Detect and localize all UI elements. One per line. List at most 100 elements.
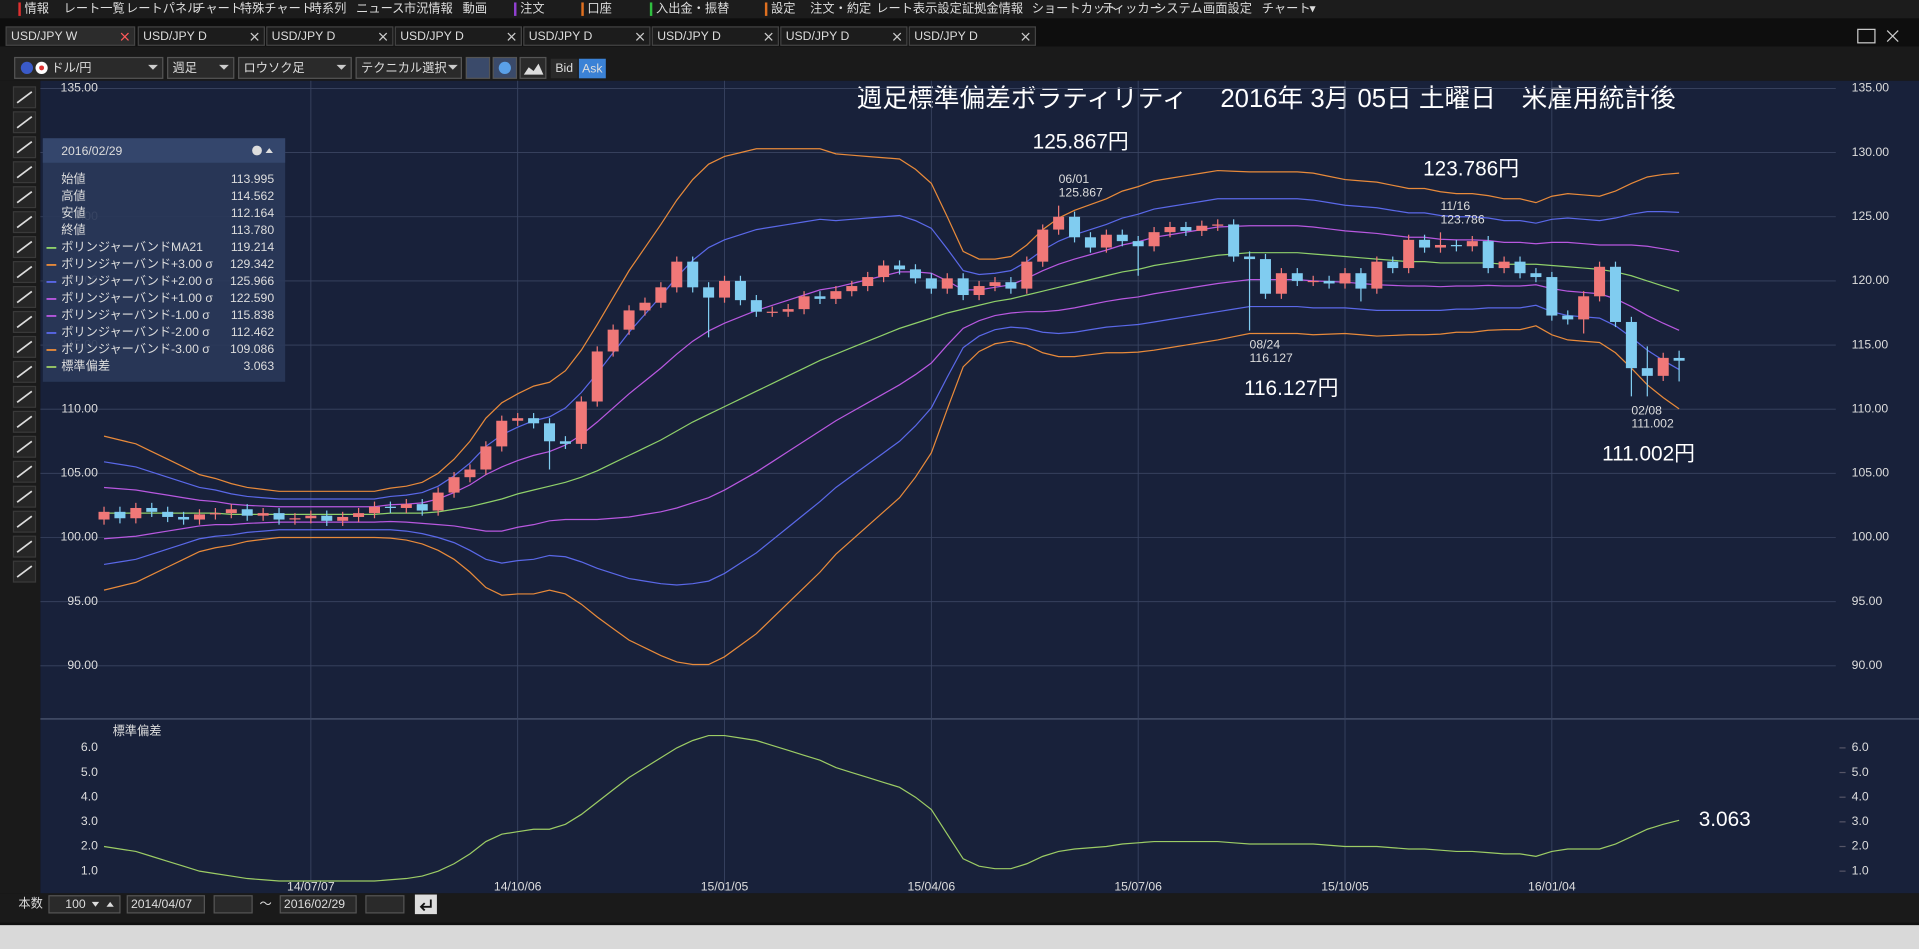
y-tick-label: 110.00 [1852, 401, 1889, 415]
collapse-icon[interactable] [265, 148, 273, 153]
candle-body [750, 300, 762, 312]
menu-item[interactable]: 注文 [520, 0, 544, 15]
menu-item[interactable]: ショートカット [1032, 1, 1118, 15]
menu-item[interactable]: 証拠金情報 [962, 0, 1023, 15]
menu-item[interactable]: システム [1154, 1, 1203, 15]
menu-item[interactable]: レート表示設定 [876, 0, 962, 15]
flag-icon [39, 65, 45, 71]
y-tick-label: 1.0 [81, 863, 98, 877]
pen-button[interactable] [465, 56, 491, 79]
info-label: ボリンジャーバンド-1.00 σ [61, 308, 210, 322]
tab[interactable] [137, 26, 265, 46]
to-input[interactable] [279, 895, 357, 914]
menu-item[interactable]: チャート [1262, 1, 1311, 15]
menu-item[interactable]: チャート [193, 1, 242, 15]
info-label: ボリンジャーバンド+2.00 σ [61, 274, 213, 288]
y-tick-label: 105.00 [61, 466, 99, 480]
tab-label: USD/JPY D [400, 29, 464, 43]
candle-body [1434, 244, 1446, 248]
tab-close[interactable] [764, 32, 773, 41]
candle-body [400, 504, 412, 508]
candle-body [1641, 368, 1653, 376]
tab-label: USD/JPY D [914, 29, 978, 43]
tab[interactable] [908, 26, 1036, 46]
menu-more[interactable]: ▾ [1310, 1, 1317, 15]
menu-item[interactable]: レートパネル [126, 1, 199, 15]
info-panel-bg [42, 138, 286, 382]
menu-item[interactable]: 注文・約定 [810, 0, 871, 15]
style-select[interactable] [238, 56, 352, 79]
count-select[interactable] [48, 895, 121, 914]
candle-body [1196, 225, 1208, 231]
count-label: 本数 [18, 896, 42, 911]
x-tick-label: 15/04/06 [908, 879, 956, 893]
info-icon[interactable] [252, 145, 262, 156]
candle-body [1530, 273, 1542, 278]
menu-item[interactable]: 入出金・振替 [656, 0, 729, 15]
tab[interactable] [266, 26, 394, 46]
candle-body [1482, 241, 1494, 269]
candle-body [1466, 241, 1478, 247]
tech-select[interactable] [355, 56, 463, 79]
tool-icon [16, 365, 33, 379]
window-button[interactable] [1857, 28, 1876, 44]
candle-body [703, 287, 715, 298]
menu-item[interactable]: ニュース [356, 1, 404, 15]
symbol-select[interactable] [14, 56, 164, 79]
tool-icon [16, 290, 33, 304]
dropdown-arrow [148, 64, 158, 70]
menu-item[interactable]: 情報 [24, 1, 48, 15]
tab-close[interactable] [892, 32, 902, 41]
tab-close[interactable] [120, 32, 129, 41]
tab[interactable] [394, 26, 522, 46]
info-value: 113.995 [231, 172, 274, 186]
candle-body [130, 507, 142, 519]
menu-item[interactable]: 設定 [771, 0, 795, 15]
tab-close[interactable] [635, 32, 645, 41]
window-close[interactable] [1886, 30, 1899, 43]
tab-close[interactable] [1021, 32, 1030, 41]
menu-item[interactable]: レート一覧 [64, 0, 125, 15]
menu-item[interactable]: 時系列 [310, 1, 347, 15]
tab-close[interactable] [507, 32, 516, 41]
y-tick-label: 115.00 [1852, 337, 1889, 351]
from-input[interactable] [126, 895, 205, 914]
candle-body [1244, 256, 1256, 260]
y-tick-label: 100.00 [1852, 530, 1890, 544]
menu-item[interactable]: 画面設定 [1203, 0, 1252, 15]
tab[interactable] [523, 26, 651, 46]
x-tick-label: 14/07/07 [287, 879, 335, 893]
dropdown-arrow [219, 64, 229, 70]
y-tick-label: 130.00 [1852, 145, 1890, 159]
info-value: 109.086 [230, 342, 274, 356]
info-label: ボリンジャーバンド-3.00 σ [61, 342, 210, 356]
bid-button[interactable] [550, 58, 578, 79]
candle-body [1164, 227, 1176, 233]
menu-marker [514, 2, 517, 16]
x-tick-label: 15/10/05 [1321, 879, 1369, 893]
candle-body [273, 513, 285, 520]
info-panel: 2016/02/29 始値 113.995 高値 114.562 安値 112.164 終値… [42, 138, 286, 382]
y-tick-label: 3.0 [81, 814, 98, 828]
tab[interactable] [780, 26, 908, 46]
tab-close[interactable] [378, 32, 388, 41]
tab[interactable] [5, 26, 136, 46]
stdev-last-label: 3.063 [1699, 808, 1751, 831]
menu-item[interactable]: ティッカー [1101, 1, 1161, 15]
y-tick-label: 95.00 [67, 594, 98, 608]
tab[interactable] [651, 26, 779, 46]
tab-close[interactable] [250, 32, 259, 41]
menu-item[interactable]: 動画 [463, 1, 487, 15]
to-time-input[interactable] [365, 895, 405, 914]
apply-button[interactable] [414, 894, 437, 915]
menu-item[interactable]: 口座 [587, 0, 611, 15]
from-time-input[interactable] [213, 895, 253, 914]
ask-button[interactable] [578, 58, 606, 79]
candle-body [1148, 232, 1160, 247]
bollinger-band [103, 304, 1680, 586]
indicator-lines [103, 148, 1680, 882]
menu-item[interactable]: 特殊チャート [240, 0, 313, 15]
menu-item[interactable]: 市況情報 [404, 0, 453, 15]
period-select[interactable] [167, 56, 235, 79]
chart-button[interactable] [519, 56, 547, 79]
